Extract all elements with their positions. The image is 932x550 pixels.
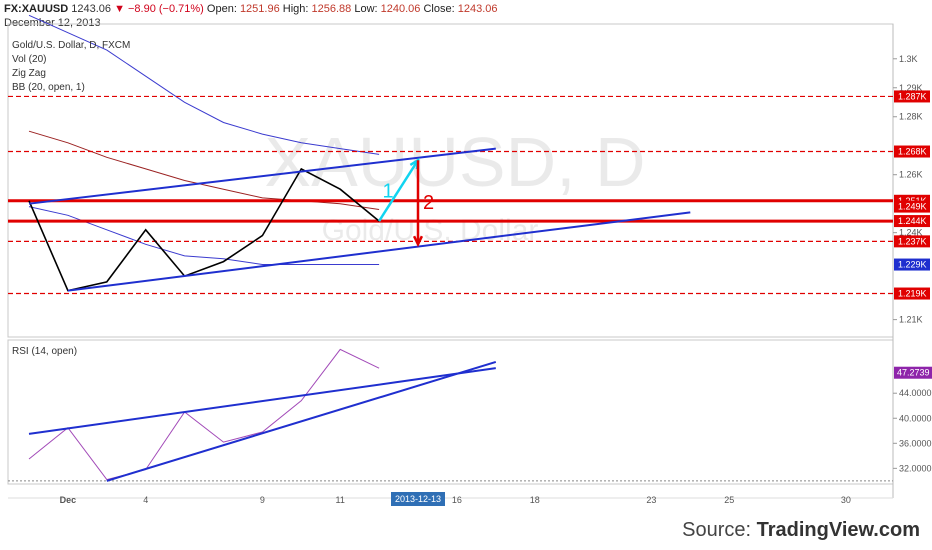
- price-level-label: 1.268K: [898, 147, 927, 157]
- price-level-label: 1.219K: [898, 289, 927, 299]
- price-level-tag: [894, 287, 930, 300]
- indicator-label: Zig Zag: [12, 68, 46, 79]
- quote-date: December 12, 2013: [4, 17, 101, 29]
- source-prefix: Source:: [682, 519, 752, 541]
- arrow-label: 1: [383, 181, 394, 203]
- price-tick-label: 1.24K: [899, 228, 923, 238]
- price-level-label: 1.244K: [898, 216, 927, 226]
- high-label: High:: [282, 3, 309, 15]
- price-level-tag: [894, 145, 930, 158]
- indicator-label: BB (20, open, 1): [12, 82, 85, 93]
- low-value: 1240.06: [380, 3, 421, 15]
- time-tick-label: 11: [336, 495, 345, 505]
- arrow-label: 2: [423, 192, 434, 214]
- price-level-label: 1.249K: [898, 202, 927, 212]
- price-tick-label: 1.21K: [899, 315, 923, 325]
- arrow-head: [412, 235, 424, 248]
- source-credit: Source: TradingView.com: [682, 519, 920, 542]
- time-tick-label: 16: [452, 495, 462, 505]
- price-tick-label: 1.26K: [899, 170, 923, 180]
- price-level-label: 1.287K: [898, 91, 927, 101]
- price-change: ▼ −8.90 (−0.71%): [114, 3, 204, 15]
- time-tick-label: Dec: [60, 495, 77, 505]
- low-label: Low:: [354, 3, 378, 15]
- watermark-name: Gold/U.S. Dollar: [322, 214, 539, 247]
- price-level-tag: [894, 200, 930, 213]
- open-label: Open:: [206, 3, 237, 15]
- close-label: Close:: [423, 3, 455, 15]
- trendline: [28, 147, 496, 205]
- rsi-trendline: [106, 360, 497, 482]
- price-level-tag: [894, 235, 930, 248]
- time-tick-label: 23: [646, 495, 656, 505]
- price-level-tag: [894, 90, 930, 103]
- price-tick-label: 1.29K: [899, 83, 923, 93]
- rsi-value-tag: [894, 366, 932, 379]
- trendline: [67, 211, 691, 292]
- open-value: 1251.96: [239, 3, 280, 15]
- arrow-shaft: [378, 159, 420, 222]
- rsi-trendline: [28, 367, 496, 435]
- time-tick-label: 25: [724, 495, 734, 505]
- quote-line: FX:XAUUSD 1243.06 ▼ −8.90 (−0.71%) Open:…: [4, 2, 498, 16]
- rsi-line: [28, 348, 380, 481]
- price-tick-label: 1.3K: [899, 54, 918, 64]
- rsi-tick-label: 32.0000: [899, 463, 932, 473]
- quote-header: FX:XAUUSD 1243.06 ▼ −8.90 (−0.71%) Open:…: [4, 2, 498, 30]
- bb-upper-line: [28, 14, 380, 155]
- price-level-tag: [894, 215, 930, 228]
- rsi-value-label: 47.2739: [897, 368, 930, 378]
- indicator-label: Gold/U.S. Dollar, D, FXCM: [12, 40, 130, 51]
- price-level-tag: [894, 258, 930, 271]
- time-tick-label: 4: [143, 495, 148, 505]
- watermark-symbol: XAUUSD, D: [264, 123, 645, 201]
- zigzag-line: [28, 167, 380, 292]
- high-value: 1256.88: [311, 3, 352, 15]
- indicator-label: Vol (20): [12, 54, 46, 65]
- time-tick-label: 9: [260, 495, 265, 505]
- time-tick-label: 30: [841, 495, 851, 505]
- rsi-pane-border: [7, 339, 894, 485]
- price-tick-label: 1.28K: [899, 112, 923, 122]
- close-value: 1243.06: [457, 3, 498, 15]
- date-cursor-label: 2013-12-13: [395, 494, 441, 504]
- date-cursor-badge: [391, 492, 445, 506]
- last-price: 1243.06: [71, 3, 111, 15]
- time-tick-label: 18: [530, 495, 540, 505]
- price-level-label: 1.229K: [898, 260, 927, 270]
- rsi-tick-label: 40.0000: [899, 413, 932, 423]
- symbol: FX:XAUUSD: [4, 3, 69, 15]
- price-level-label: 1.237K: [898, 236, 927, 246]
- rsi-tick-label: 36.0000: [899, 438, 932, 448]
- source-brand: TradingView.com: [756, 519, 920, 541]
- rsi-pane-label: RSI (14, open): [12, 346, 77, 357]
- rsi-tick-label: 44.0000: [899, 388, 932, 398]
